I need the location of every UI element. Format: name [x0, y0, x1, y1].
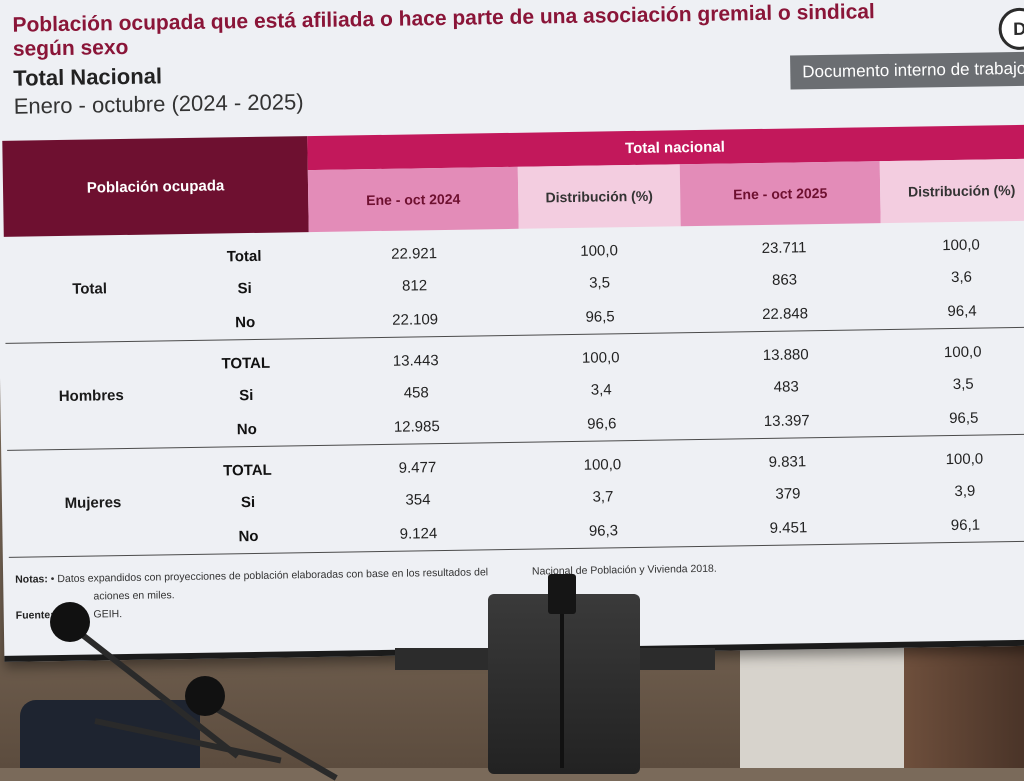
row-label: Total: [226, 247, 262, 266]
header-distribucion-2024: Distribución (%): [517, 164, 681, 229]
cell-2024: 9.124: [399, 525, 438, 543]
cell-dist-2025: 3,5: [952, 375, 974, 393]
cell-dist-2024: 3,7: [592, 488, 614, 506]
cell-2025: 9.831: [768, 453, 807, 471]
cell-2024: 458: [403, 384, 429, 402]
microphone-icon: [50, 602, 90, 642]
row-label: Si: [237, 279, 252, 298]
wall-panel: [740, 640, 905, 768]
cell-dist-2025: 3,9: [954, 482, 976, 500]
data-table: Población ocupada Total nacional Ene - o…: [2, 124, 1024, 558]
cell-dist-2024: 3,4: [590, 381, 612, 399]
cell-dist-2024: 100,0: [583, 456, 622, 474]
cell-2024: 12.985: [393, 418, 440, 436]
cell-dist-2025: 100,0: [945, 450, 984, 469]
cell-dist-2024: 96,6: [587, 415, 617, 433]
cell-dist-2024: 3,5: [589, 274, 611, 292]
cell-2024: 812: [401, 277, 428, 295]
microphone-icon: [185, 676, 225, 716]
cell-dist-2025: 96,1: [950, 516, 981, 535]
fuente-value: GEIH.: [93, 608, 123, 621]
cell-dist-2025: 100,0: [942, 236, 980, 255]
cell-dist-2024: 96,5: [585, 308, 615, 326]
cell-dist-2025: 96,5: [949, 409, 979, 428]
row-label: No: [236, 420, 257, 439]
header-ene-oct-2025: Ene - oct 2025: [679, 161, 881, 227]
notes-label: Notas:: [15, 573, 48, 586]
row-label: No: [238, 527, 259, 546]
cell-2024: 22.109: [392, 311, 439, 329]
group-name: Total: [72, 279, 108, 298]
cell-2024: 22.921: [391, 245, 438, 263]
cell-2024: 9.477: [398, 459, 437, 477]
tv-screen: Población ocupada que está afiliada o ha…: [0, 0, 1024, 662]
conference-monitor: [488, 594, 640, 774]
cell-2025: 483: [773, 378, 799, 396]
header-distribucion-2025: Distribución (%): [879, 158, 1024, 224]
fuente-label: Fuente:: [15, 609, 54, 622]
wood-panel: [904, 630, 1024, 768]
cell-2025: 22.848: [762, 305, 809, 323]
group-name: Hombres: [58, 386, 124, 405]
cell-dist-2024: 96,3: [588, 522, 619, 540]
table-body: Total Total 22.921 100,0 23.711 100,0 Si…: [3, 220, 1024, 558]
cell-2024: 354: [405, 491, 431, 509]
header-ene-oct-2024: Ene - oct 2024: [307, 166, 519, 233]
internal-document-badge: Documento interno de trabajo: [790, 51, 1024, 90]
table-group: Mujeres TOTAL 9.477 100,0 9.831 100,0 Si…: [7, 434, 1024, 558]
cell-dist-2024: 100,0: [580, 242, 618, 260]
cell-2024: 13.443: [392, 352, 439, 370]
cell-2025: 379: [775, 485, 801, 503]
cell-dist-2025: 96,4: [947, 302, 977, 321]
row-label: Si: [240, 493, 256, 512]
header-poblacion-ocupada: Población ocupada: [2, 136, 309, 237]
row-label: TOTAL: [223, 461, 272, 480]
group-name: Mujeres: [64, 493, 122, 512]
row-label: No: [235, 313, 256, 332]
cell-dist-2025: 3,6: [950, 268, 973, 287]
webcam-icon: [548, 574, 576, 614]
note-line-2: aciones en miles.: [93, 589, 175, 603]
cell-2025: 13.397: [763, 412, 810, 430]
row-label: TOTAL: [221, 354, 271, 373]
cell-2025: 863: [771, 271, 798, 289]
table-group: Total Total 22.921 100,0 23.711 100,0 Si…: [3, 220, 1024, 344]
table-group: Hombres TOTAL 13.443 100,0 13.880 100,0 …: [5, 327, 1024, 451]
cell-dist-2024: 100,0: [581, 349, 620, 367]
cell-dist-2025: 100,0: [943, 343, 982, 362]
cell-2025: 23.711: [761, 239, 807, 257]
cell-2025: 9.451: [769, 519, 808, 537]
cell-2025: 13.880: [762, 346, 809, 364]
camera-cable: [560, 614, 564, 768]
row-label: Si: [239, 386, 254, 405]
